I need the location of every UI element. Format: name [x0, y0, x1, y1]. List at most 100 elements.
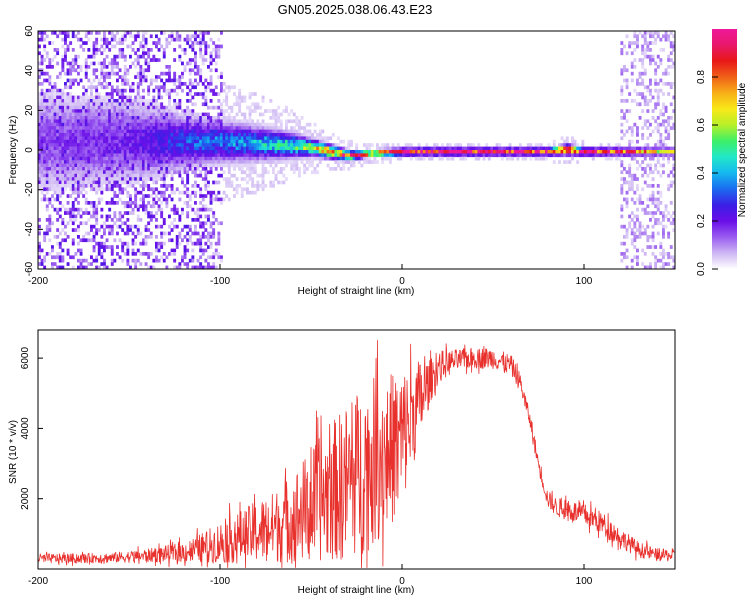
spectrogram-cell [126, 194, 130, 198]
spectrogram-cell [240, 129, 244, 134]
spectrogram-cell [126, 99, 130, 103]
spectrogram-cell [503, 153, 507, 158]
spectrogram-cell [191, 102, 195, 107]
spectrogram-cell [66, 99, 70, 103]
spectrogram-cell [82, 160, 86, 164]
spectrogram-cell [646, 184, 650, 188]
spectrogram-cell [659, 163, 663, 168]
spectrogram-cell [43, 255, 47, 260]
spectrogram-cell [155, 163, 158, 168]
spectrogram-cell [118, 139, 122, 144]
spectrogram-cell [274, 153, 278, 158]
spectrogram-cell [139, 75, 143, 79]
spectrogram-cell [131, 150, 135, 154]
spectrogram-cell [105, 122, 109, 127]
spectrogram-cell [555, 153, 559, 158]
spectrogram-cell [45, 92, 49, 96]
spectrogram-cell [74, 163, 78, 168]
spectrogram-cell [95, 31, 99, 35]
spectrogram-cell [646, 153, 650, 158]
spectrogram-cell [607, 146, 611, 151]
spectrogram-cell [279, 153, 283, 158]
spectrogram-cell [391, 153, 395, 158]
spectrogram-cell [191, 190, 195, 195]
spectrogram-cell [58, 156, 62, 161]
spectrogram-cell [272, 122, 275, 127]
spectrogram-cell [134, 173, 138, 178]
spectrogram-cell [157, 133, 161, 137]
spectrogram-cell [165, 71, 169, 76]
spectrogram-cell [243, 126, 247, 130]
spectrogram-cell [170, 177, 174, 181]
spectrogram-cell [38, 156, 41, 161]
spectrogram-cell [636, 228, 639, 232]
spectrogram-cell [123, 34, 127, 39]
spectrogram-cell [160, 119, 164, 124]
spectrogram-cell [191, 119, 195, 124]
spectrogram-cell [194, 241, 197, 246]
spectrogram-cell [610, 153, 613, 158]
spectrogram-cell [170, 105, 174, 110]
spectrogram-cell [110, 65, 114, 69]
spectrogram-cell [664, 129, 668, 134]
spectrogram-cell [105, 160, 109, 164]
spectrogram-cell [350, 163, 353, 168]
spectrogram-cell [238, 143, 242, 147]
spectrogram-cell [235, 150, 239, 154]
spectrogram-cell [251, 122, 255, 127]
spectrogram-cell [646, 163, 650, 168]
spectrogram-cell [196, 238, 200, 243]
spectrogram-cell [175, 143, 179, 147]
spectrogram-cell [511, 153, 515, 158]
spectrogram-cell [303, 126, 307, 130]
spectrogram-cell [110, 167, 114, 171]
spectrogram-cell [48, 160, 52, 164]
spectrogram-cell [71, 146, 75, 151]
spectrogram-cell [131, 85, 135, 90]
spectrogram-cell [170, 156, 174, 161]
spectrogram-cell [181, 75, 184, 79]
spectrogram-cell [77, 170, 80, 175]
spectrogram-cell [425, 153, 429, 158]
spectrogram-cell [545, 156, 548, 161]
spectrogram-cell [134, 201, 138, 205]
spectrogram-cell [38, 71, 41, 76]
spectrogram-cell [186, 248, 190, 253]
spectrogram-cell [664, 71, 668, 76]
spectrogram-cell [316, 136, 320, 141]
spectrogram-cell [129, 211, 132, 215]
spectrogram-cell [160, 184, 164, 188]
spectrogram-cell [355, 150, 359, 154]
spectrogram-cell [71, 129, 75, 134]
spectrogram-cell [628, 126, 632, 130]
spectrogram-cell [672, 126, 676, 130]
spectrogram-cell [625, 150, 629, 154]
spectrogram-cell [513, 150, 517, 154]
spectrogram-cell [259, 126, 262, 130]
spectrogram-cell [672, 211, 676, 215]
spectrogram-cell [43, 265, 47, 270]
spectrogram-cell [225, 102, 229, 107]
spectrogram-cell [74, 116, 78, 120]
spectrogram-cell [134, 235, 138, 239]
spectrogram-cell [542, 153, 546, 158]
spectrogram-cell [90, 31, 93, 35]
spectrogram-cell [659, 61, 663, 66]
spectrogram-cell [292, 163, 296, 168]
spectrogram-cell [186, 143, 190, 147]
spectrogram-cell [654, 153, 658, 158]
spectrogram-cell [43, 146, 47, 151]
spectrogram-cell [168, 78, 171, 83]
spectrogram-cell [74, 54, 78, 59]
spectrogram-cell [136, 224, 140, 229]
spectrogram-cell [225, 126, 229, 130]
spectrogram-cell [92, 150, 96, 154]
spectrogram-cell [108, 109, 112, 113]
spectrogram-cell [170, 238, 174, 243]
spectrogram-cell [66, 95, 70, 100]
spectrogram-cell [131, 116, 135, 120]
spectrogram-cell [79, 207, 83, 212]
spectrogram-cell [641, 187, 645, 192]
spectrogram-cell [207, 218, 210, 222]
spectrogram-cell [186, 173, 190, 178]
